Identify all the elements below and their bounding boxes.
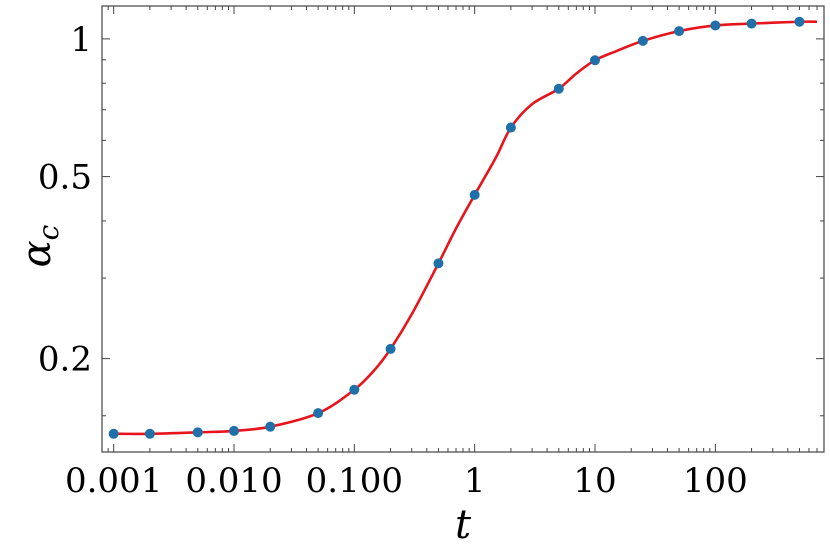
data-point: [746, 18, 757, 29]
data-points-layer: [108, 16, 805, 439]
data-point: [674, 26, 685, 37]
data-point: [469, 189, 480, 200]
x-tick-label: 0.010: [185, 461, 282, 501]
data-point: [144, 428, 155, 439]
data-point: [349, 384, 360, 395]
svg-text:αc: αc: [14, 224, 65, 267]
plot-frame: [101, 5, 825, 453]
ticks: [101, 6, 825, 452]
y-tick-label: 1: [70, 20, 92, 60]
x-tick-label: 1: [464, 461, 486, 501]
y-tick-label: 0.2: [38, 340, 92, 380]
data-point: [228, 425, 239, 436]
y-axis-label-main: α: [14, 240, 60, 267]
fit-curve: [113, 20, 818, 436]
fit-curve-layer: [113, 20, 818, 436]
data-point: [108, 428, 119, 439]
data-point: [385, 343, 396, 354]
data-point: [553, 83, 564, 94]
data-point: [505, 122, 516, 133]
data-point: [794, 16, 805, 27]
x-tick-label: 10: [573, 461, 616, 501]
y-tick-label: 0.5: [38, 158, 92, 198]
tick-labels: 0.001 0.010 0.100 1 10 100 0.2 0.5 1: [38, 20, 748, 501]
data-point: [192, 427, 203, 438]
y-axis-label: αc: [14, 224, 65, 267]
x-tick-label: 0.001: [65, 461, 162, 501]
x-tick-label: 100: [683, 461, 748, 501]
x-tick-label: 0.100: [306, 461, 403, 501]
x-axis-label: t: [455, 502, 472, 547]
data-point: [433, 258, 444, 269]
data-point: [313, 408, 324, 419]
data-point: [589, 55, 600, 66]
data-point: [710, 20, 721, 31]
y-axis-label-subscript: c: [32, 224, 65, 240]
data-point: [265, 421, 276, 432]
data-point: [637, 35, 648, 46]
